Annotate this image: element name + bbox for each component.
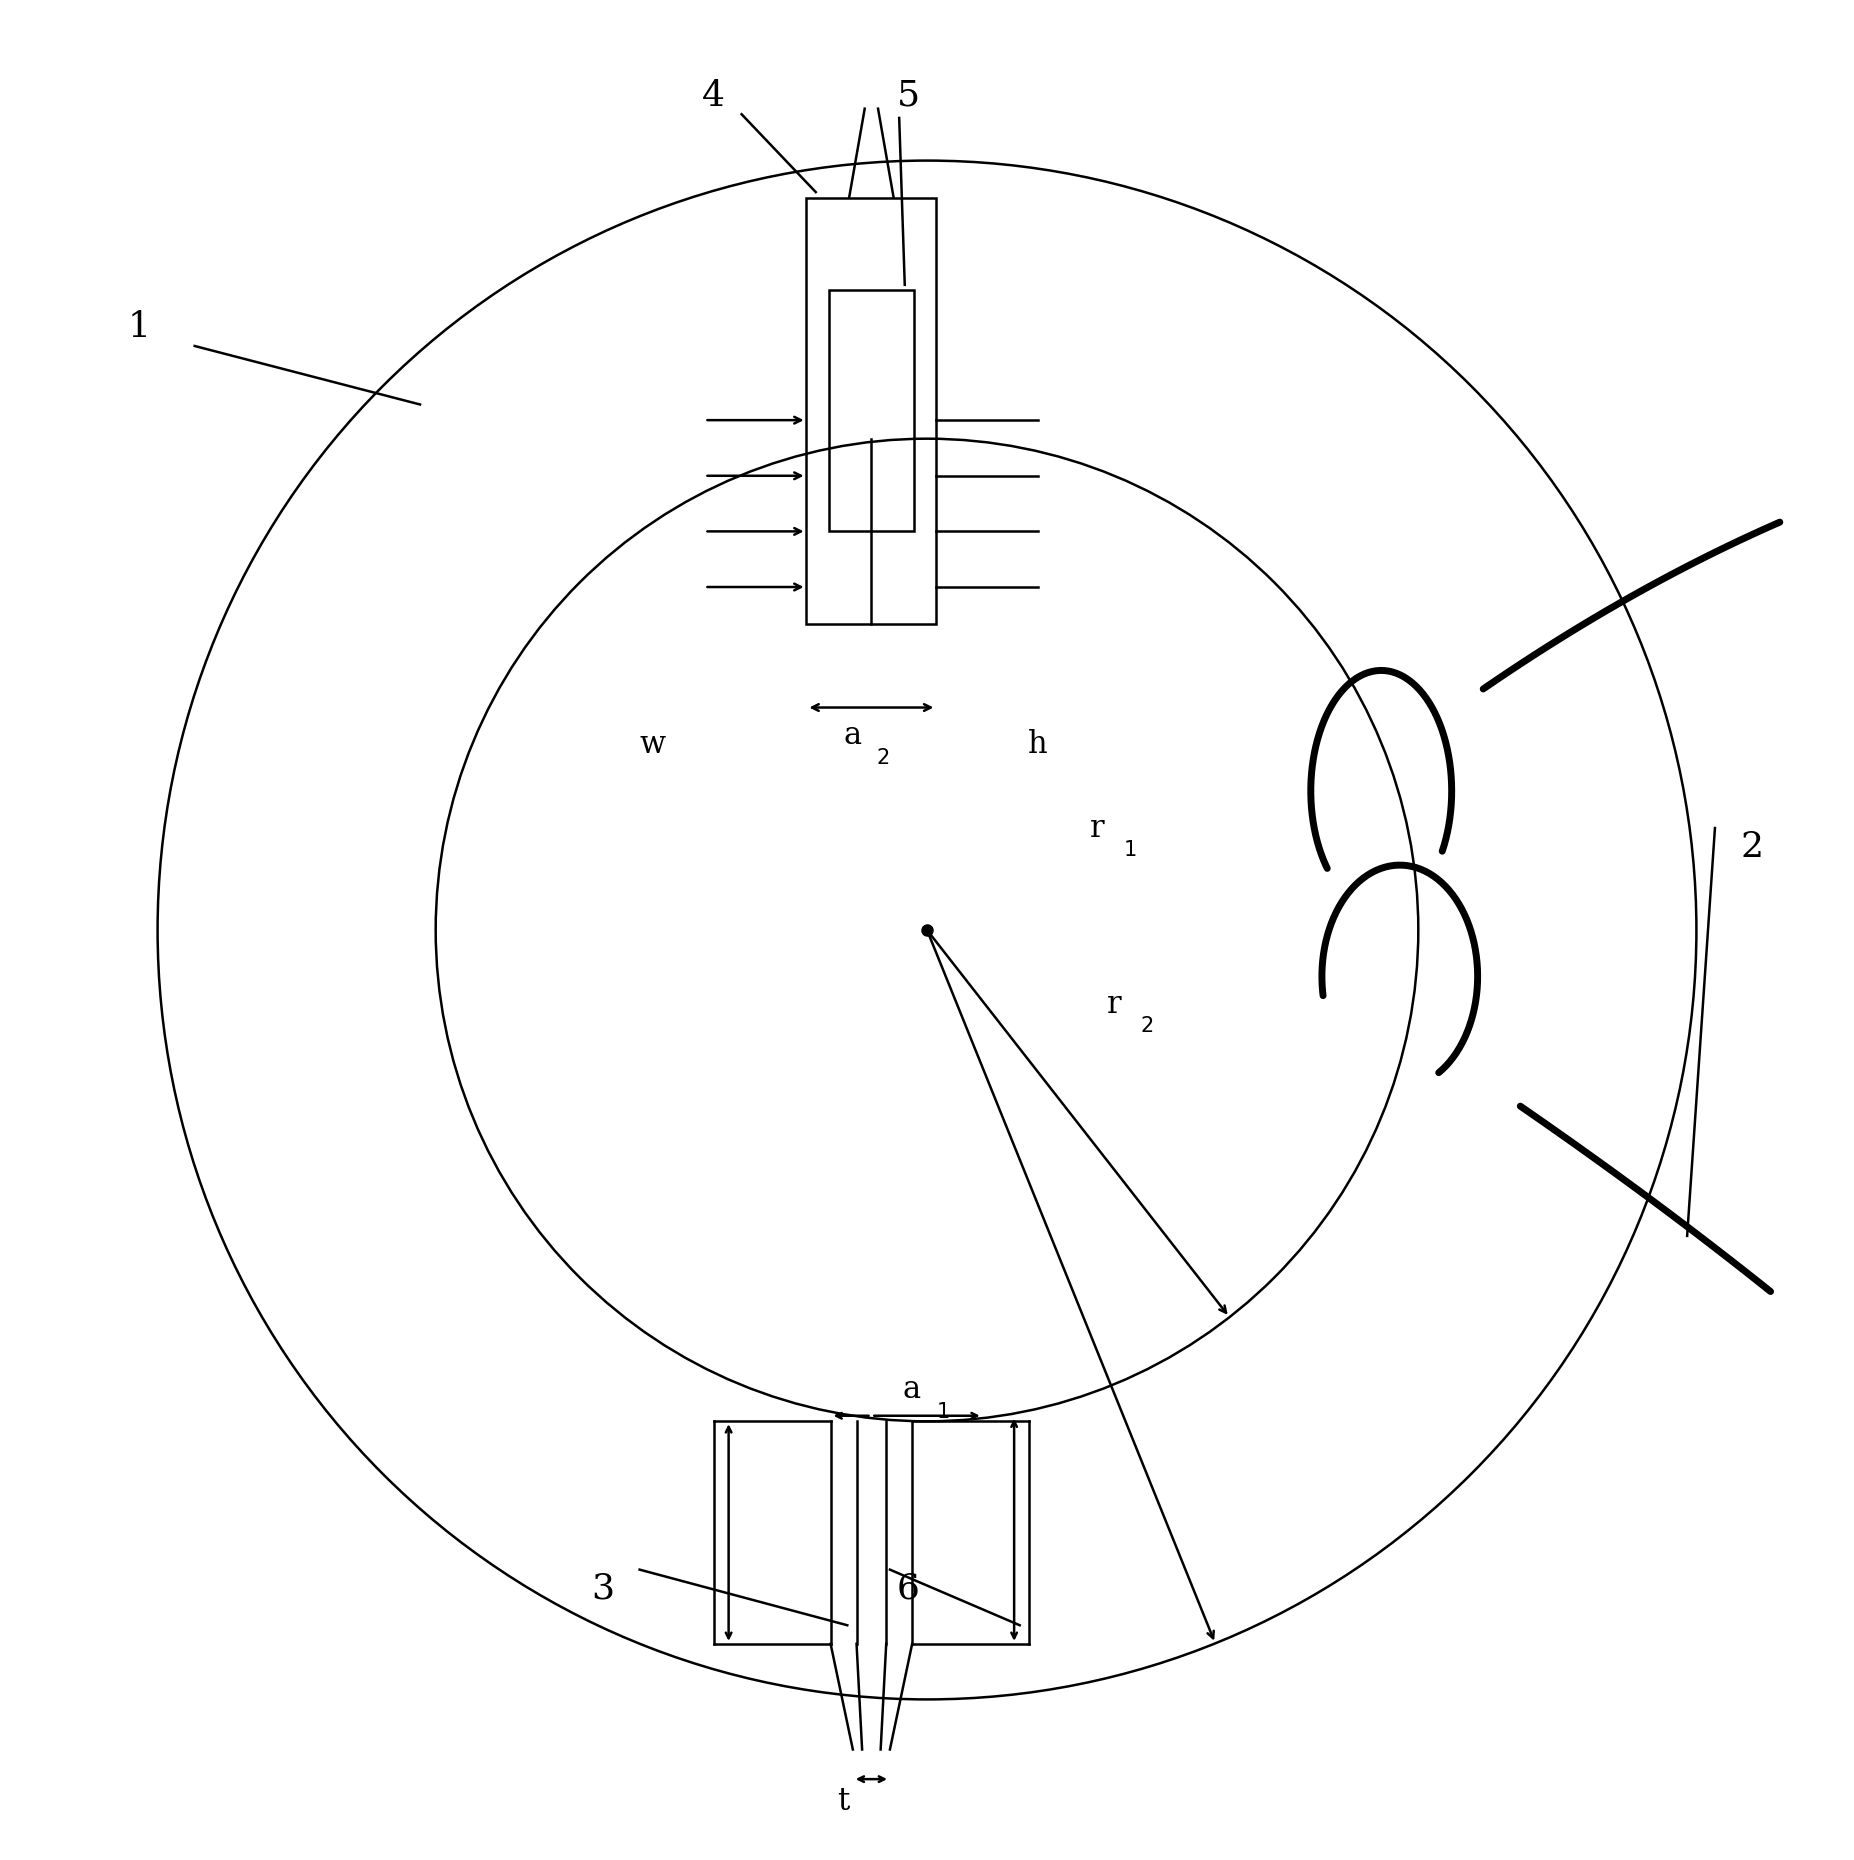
Text: r: r [1107,990,1122,1019]
Bar [829,290,914,532]
Text: h: h [1029,729,1048,761]
Text: a: a [844,720,862,751]
Text: 5: 5 [897,78,920,113]
Text: w: w [640,729,666,761]
Text: 1: 1 [1124,841,1137,861]
Text: r: r [1090,813,1105,844]
Text: 1: 1 [128,311,150,344]
Text: 6: 6 [897,1572,920,1605]
Bar [806,197,936,625]
Text: t: t [838,1786,849,1817]
Text: a: a [903,1375,921,1406]
Text: 2: 2 [877,748,890,768]
Text: 2: 2 [1741,830,1763,863]
Text: 2: 2 [1140,1016,1153,1036]
Text: 4: 4 [703,78,725,113]
Text: 1: 1 [936,1402,949,1423]
Text: 3: 3 [591,1572,614,1605]
